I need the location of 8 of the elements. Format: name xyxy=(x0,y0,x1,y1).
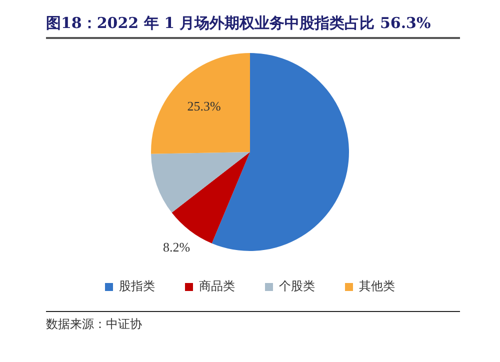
legend-label: 其他类 xyxy=(359,279,395,294)
legend-label: 个股类 xyxy=(279,279,315,294)
legend-label: 商品类 xyxy=(199,279,235,294)
legend-label: 股指类 xyxy=(119,279,155,294)
source-note: 数据来源：中证协 xyxy=(46,316,143,333)
data-label: 8.2% xyxy=(163,239,190,254)
chart-title: 图18：2022 年 1 月场外期权业务中股指类占比 56.3% xyxy=(46,14,460,39)
data-label: 25.3% xyxy=(187,98,222,114)
